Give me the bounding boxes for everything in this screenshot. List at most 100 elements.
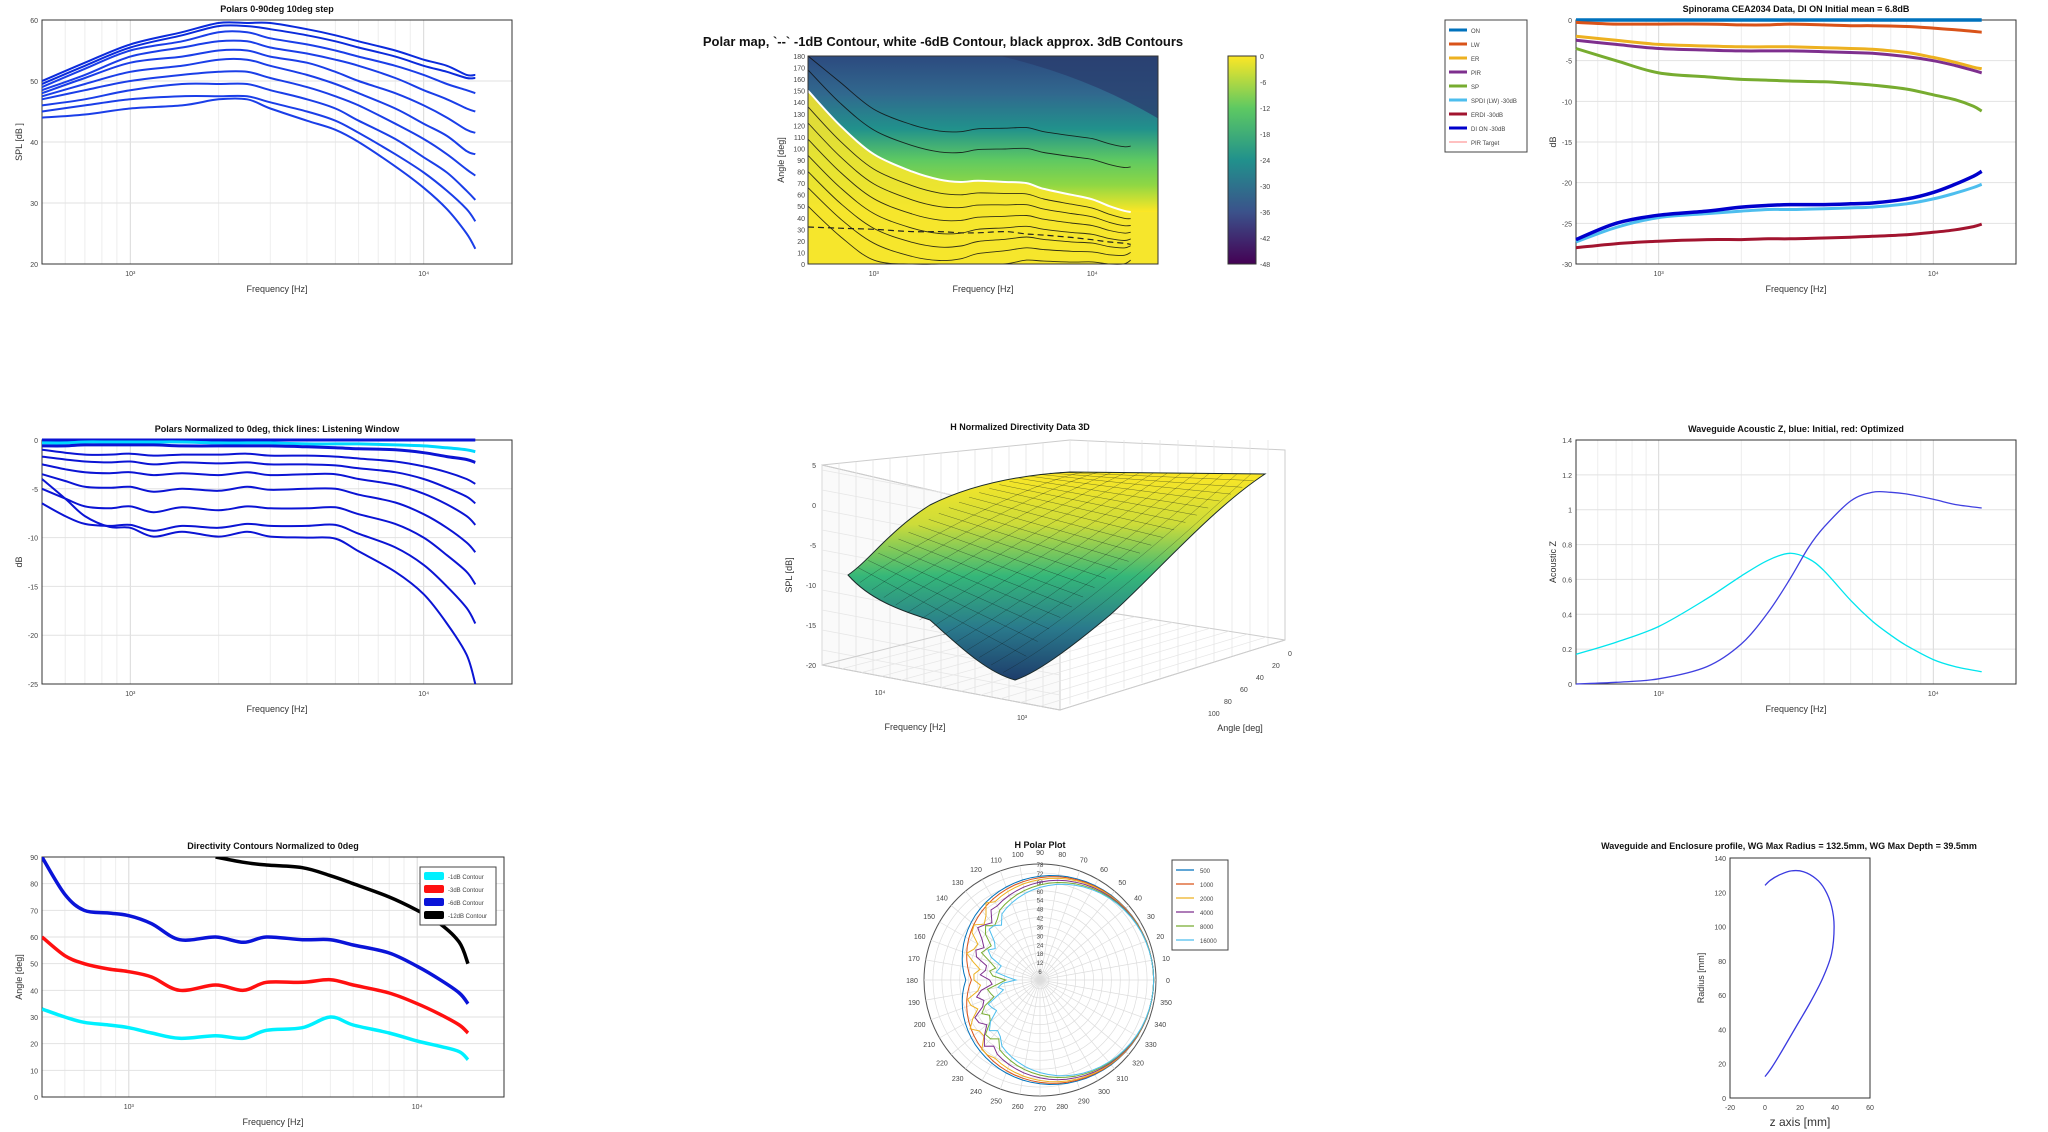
y-tick-label: 80 xyxy=(1718,959,1726,966)
x-tick-label: -20 xyxy=(1725,1105,1735,1112)
directivity-3d-chart-svg: H Normalized Directivity Data 3D -20 -15 -1… xyxy=(784,422,1292,733)
legend-label: -6dB Contour xyxy=(448,901,484,907)
waveguide-profile-chart: 0 20 40 60 80 100 120 140 -20 0 20 40 60 Waveguide an… xyxy=(1580,830,2048,1132)
grid-line xyxy=(1040,636,1267,707)
y-tick-label: 0 xyxy=(34,438,38,445)
contour-3db-line xyxy=(807,106,1131,220)
y-tick-label: 180 xyxy=(793,54,805,61)
legend-swatch xyxy=(424,911,444,919)
heatmap-low-region xyxy=(1000,56,1158,119)
surface-mesh-line xyxy=(895,472,1126,606)
surface-mesh-line xyxy=(1019,478,1209,509)
polar-series-line xyxy=(41,21,476,82)
surface-mesh-line xyxy=(871,472,1098,591)
polar-series-line xyxy=(41,24,476,85)
y-tick-label: 160 xyxy=(793,77,805,84)
polar-angle-label: 250 xyxy=(990,1098,1002,1105)
polar-grid-spoke xyxy=(1039,979,1081,1090)
y-tick-label: 0 xyxy=(801,262,805,269)
polar-angle-label: 170 xyxy=(908,956,920,963)
chart-title: Polars Normalized to 0deg, thick lines: … xyxy=(155,424,400,434)
y-tick-label: -10 xyxy=(28,536,38,543)
contour-3db-line xyxy=(807,69,1131,169)
polar-series-line xyxy=(41,39,476,113)
surface-mesh-line xyxy=(857,567,1027,657)
surface-mesh-line xyxy=(955,473,1196,643)
polar-radius-label: 72 xyxy=(1037,872,1044,878)
x-axis-label: Frequency [Hz] xyxy=(1765,284,1826,294)
directivity-3d-chart: H Normalized Directivity Data 3D -20 -15 -1… xyxy=(740,410,1300,733)
polar-angle-label: 150 xyxy=(923,914,935,921)
y-axis-label: Acoustic Z xyxy=(1548,540,1558,583)
grid-line xyxy=(1000,630,1229,700)
y-tick-label: 0 xyxy=(1722,1096,1726,1103)
x-tick-label: 10⁴ xyxy=(418,271,429,278)
y-tick-label: 1.2 xyxy=(1562,473,1572,480)
axes-frame xyxy=(1729,857,1871,1099)
legend-label: PIR Target xyxy=(1471,141,1500,147)
surface-mesh-line xyxy=(878,552,1050,630)
x-tick-label: 10³ xyxy=(1654,271,1665,278)
y-tick-label: 140 xyxy=(1714,856,1726,863)
x-tick-label: 40 xyxy=(1831,1105,1839,1112)
grid-line xyxy=(1020,633,1248,703)
polar-radius-label: 42 xyxy=(1037,917,1044,923)
y-tick-label: 100 xyxy=(793,146,805,153)
legend-swatch xyxy=(424,898,444,906)
y-tick-label: 0.8 xyxy=(1562,543,1572,550)
polar-angle-label: 270 xyxy=(1034,1106,1046,1113)
colorbar-tick-label: -24 xyxy=(1260,158,1270,165)
polar-grid-spoke xyxy=(1039,979,1155,1001)
polar-radius-label: 36 xyxy=(1037,925,1044,931)
y-tick-label: 20 xyxy=(30,1042,38,1049)
x-tick-label: 10³ xyxy=(125,271,136,278)
polar-response-line xyxy=(974,879,1155,1081)
polar-angle-label: 90 xyxy=(1036,850,1044,857)
x-tick-label: 10³ xyxy=(869,271,880,278)
angle-tick-label: 40 xyxy=(1256,675,1264,682)
surface-mesh-line xyxy=(1049,472,1243,488)
surface-mesh-line xyxy=(919,472,1154,621)
angle-tick-label: 100 xyxy=(1208,711,1220,718)
polar-angle-label: 320 xyxy=(1132,1060,1144,1067)
legend-label: 8000 xyxy=(1200,925,1214,931)
z-tick-label: -5 xyxy=(810,543,816,550)
x-tick-label: 10³ xyxy=(124,1104,135,1111)
y-tick-label: 0 xyxy=(34,1095,38,1102)
y-tick-label: 0.2 xyxy=(1562,647,1572,654)
colorbar-tick-label: -18 xyxy=(1260,132,1270,139)
waveguide-profile-chart-svg: 0 20 40 60 80 100 120 140 -20 0 20 40 60 Waveguide an… xyxy=(1601,841,1977,1129)
spin-series-line xyxy=(1575,182,1983,244)
legend-label: 2000 xyxy=(1200,897,1214,903)
y-tick-label: 170 xyxy=(793,66,805,73)
polar-grid-spoke xyxy=(1039,890,1115,981)
axes-frame xyxy=(41,439,513,685)
y-axis-label: SPL [dB ] xyxy=(14,123,24,161)
h-polar-chart: H Polar Plot 0 10 20 30 40 50 60 70 80 90 100 110 120… xyxy=(860,830,1240,1132)
angle-axis-label: Angle [deg] xyxy=(1217,723,1263,733)
surface-mesh-line xyxy=(969,496,1152,546)
polar-radius-label: 6 xyxy=(1038,970,1042,976)
surface-mesh-line xyxy=(991,473,1238,666)
y-tick-label: -25 xyxy=(28,682,38,689)
heatmap-high-region xyxy=(808,90,1158,264)
polars-chart-svg: 20 30 40 50 60 10³ 10⁴ Polars 0-90deg 10deg ste… xyxy=(14,4,513,294)
directivity-contours-chart: 0 10 20 30 40 50 60 70 80 90 10³ 10⁴ Directivity Con… xyxy=(0,830,530,1132)
y-tick-label: 80 xyxy=(30,882,38,889)
legend-label: ER xyxy=(1471,57,1480,63)
spin-series-line xyxy=(1575,34,1983,71)
y-tick-label: 0 xyxy=(1568,18,1572,25)
legend-label: 1000 xyxy=(1200,883,1214,889)
polar-grid xyxy=(923,863,1157,1097)
legend-label: LW xyxy=(1471,43,1480,49)
polar-angle-label: 280 xyxy=(1056,1104,1068,1111)
surface-mesh-line xyxy=(938,513,1118,571)
y-tick-label: -10 xyxy=(1562,99,1572,106)
normalized-series-line xyxy=(41,448,476,485)
z-tick-label: -10 xyxy=(806,583,816,590)
polar-radius-label: 18 xyxy=(1037,952,1044,958)
surface-mesh-line xyxy=(1009,481,1197,516)
spinorama-chart: -30 -25 -20 -15 -10 -5 0 10³ 10⁴ Spinorama CEA203… xyxy=(1444,0,2048,300)
legend-swatch xyxy=(424,872,444,880)
y-tick-label: 40 xyxy=(30,140,38,147)
